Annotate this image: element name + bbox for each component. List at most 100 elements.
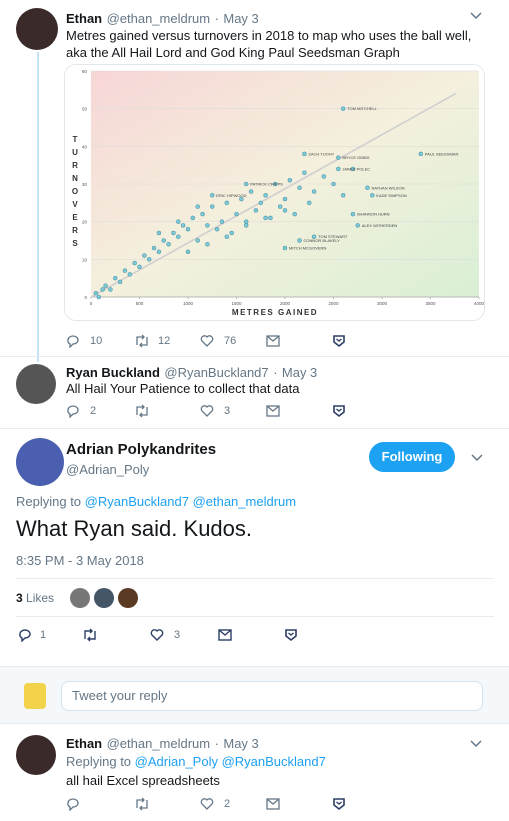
point	[307, 200, 312, 206]
retweet-icon[interactable]	[134, 404, 150, 418]
more-icon[interactable]	[332, 797, 346, 811]
point	[161, 238, 166, 243]
point	[311, 189, 317, 194]
point	[96, 294, 102, 300]
point	[340, 106, 346, 111]
likes-summary[interactable]: 3 Likes	[16, 591, 54, 605]
caret[interactable]	[470, 740, 482, 748]
point	[277, 204, 283, 209]
point	[214, 226, 220, 232]
author-name[interactable]: Ethan	[66, 736, 103, 751]
actions: 2 3	[66, 404, 366, 418]
more-icon[interactable]	[332, 334, 346, 348]
point-label: BRYCE GIBBS	[342, 155, 369, 160]
dm-icon[interactable]	[218, 629, 232, 641]
point	[127, 272, 133, 277]
reply-icon[interactable]	[18, 628, 32, 642]
tweet-header: Ryan Buckland @RyanBuckland7 · May 3	[66, 364, 317, 382]
divider	[16, 616, 494, 617]
point	[248, 189, 254, 194]
point	[365, 185, 370, 191]
liker-avatar[interactable]	[70, 588, 90, 608]
y-tick-label: 40	[82, 144, 88, 149]
point	[287, 177, 293, 183]
dm-icon[interactable]	[266, 335, 280, 347]
y-axis-label: TURNOVERS	[71, 135, 80, 252]
point	[243, 219, 249, 224]
retweet-icon[interactable]	[82, 628, 98, 642]
liker-avatar[interactable]	[94, 588, 114, 608]
point	[113, 275, 118, 281]
date[interactable]: May 3	[223, 736, 259, 751]
reply-input[interactable]: Tweet your reply	[61, 681, 483, 711]
point	[302, 151, 307, 157]
author-name[interactable]: Ethan	[66, 11, 103, 26]
caret[interactable]	[470, 12, 482, 20]
like-icon[interactable]	[200, 404, 214, 418]
caret[interactable]	[471, 454, 483, 462]
likes-count: 3	[16, 591, 23, 605]
date[interactable]: May 3	[281, 365, 318, 380]
point	[200, 211, 205, 217]
reply-icon[interactable]	[66, 404, 80, 418]
liker-avatar[interactable]	[118, 588, 138, 608]
point	[258, 200, 263, 206]
author-handle[interactable]: @ethan_meldrum	[106, 11, 211, 26]
author-name[interactable]: Adrian Polykandrites	[66, 441, 217, 458]
date[interactable]: May 3	[223, 11, 259, 26]
point	[418, 151, 424, 157]
mention[interactable]: @RyanBuckland7	[84, 494, 189, 509]
timestamp[interactable]: 8:35 PM - 3 May 2018	[16, 553, 144, 568]
point-label: SHANNON HURN	[357, 212, 390, 217]
like-icon[interactable]	[150, 628, 164, 642]
x-tick-label: 3000	[377, 301, 388, 306]
replying-label: Replying to	[16, 494, 82, 509]
point	[292, 211, 297, 217]
media-card[interactable]: METRES GAINED TURNOVERS 0 10 20 30 40 50 60 0 50…	[64, 64, 485, 321]
trendline	[90, 92, 457, 298]
like-icon[interactable]	[200, 797, 214, 811]
reply-count: 2	[90, 405, 97, 417]
follow-button[interactable]: Following	[369, 442, 455, 472]
author-handle[interactable]: @Adrian_Poly	[66, 462, 150, 477]
point	[93, 290, 99, 296]
author-name[interactable]: Ryan Buckland	[66, 365, 160, 380]
reply-icon[interactable]	[66, 797, 80, 811]
point	[176, 234, 181, 239]
avatar[interactable]	[16, 735, 56, 775]
tweet-header: Ethan @ethan_meldrum · May 3	[66, 735, 259, 753]
replying-to: Replying to @Adrian_Poly @RyanBuckland7	[66, 754, 326, 769]
dm-icon[interactable]	[266, 798, 280, 810]
author-handle[interactable]: @RyanBuckland7	[164, 365, 269, 380]
retweet-icon[interactable]	[134, 797, 150, 811]
dm-icon[interactable]	[266, 405, 280, 417]
avatar[interactable]	[16, 438, 64, 486]
x-tick-label: 4000	[474, 301, 484, 306]
reply-icon[interactable]	[66, 334, 80, 348]
point	[355, 223, 360, 228]
point	[321, 174, 327, 179]
divider	[0, 356, 509, 357]
author-handle[interactable]: @ethan_meldrum	[106, 736, 211, 751]
point-label: TOM STEWART	[318, 234, 348, 239]
avatar[interactable]	[16, 8, 58, 50]
y-tick-label: 60	[82, 69, 88, 74]
point	[253, 208, 259, 213]
point	[224, 200, 230, 206]
point-label: MITCH MCGOVERN	[289, 246, 326, 251]
point	[132, 260, 137, 266]
point	[185, 226, 191, 232]
mention[interactable]: @RyanBuckland7	[221, 754, 326, 769]
avatar[interactable]	[16, 364, 56, 404]
mention[interactable]: @ethan_meldrum	[192, 494, 297, 509]
more-icon[interactable]	[332, 404, 346, 418]
tweet-text: Metres gained versus turnovers in 2018 t…	[66, 28, 472, 60]
mention[interactable]: @Adrian_Poly	[134, 754, 218, 769]
point	[103, 283, 108, 288]
like-icon[interactable]	[200, 334, 214, 348]
point	[350, 211, 356, 217]
point	[297, 238, 302, 243]
more-icon[interactable]	[284, 628, 298, 642]
retweet-icon[interactable]	[134, 334, 150, 348]
point	[224, 234, 230, 239]
